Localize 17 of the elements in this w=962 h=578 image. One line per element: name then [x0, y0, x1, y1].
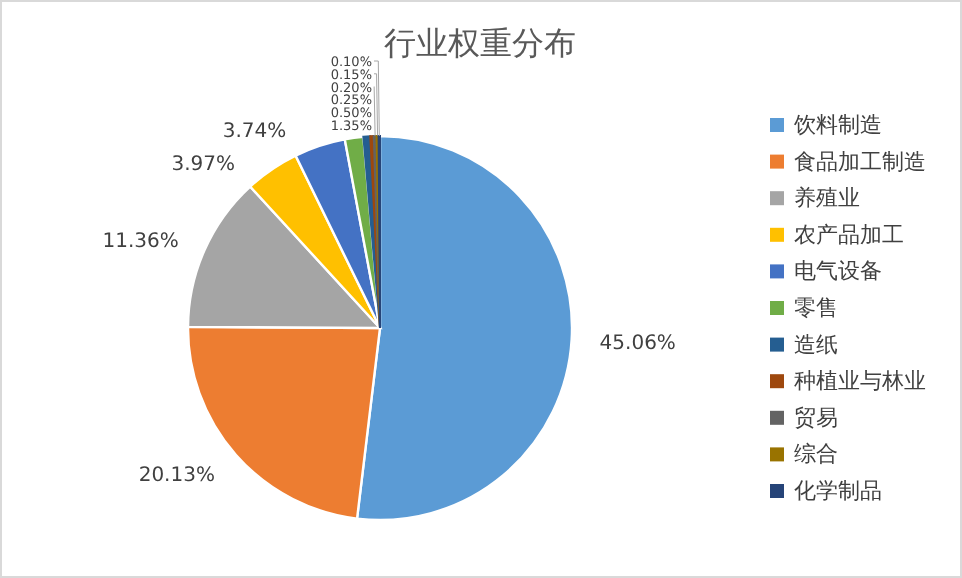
data-label: 3.97% — [171, 154, 236, 177]
data-label: 20.13% — [138, 465, 215, 488]
data-label: 45.06% — [599, 333, 676, 356]
legend-label: 食品加工制造 — [794, 148, 926, 175]
legend-label: 造纸 — [794, 331, 838, 358]
data-label: 11.36% — [102, 230, 179, 253]
legend-label: 电气设备 — [794, 258, 882, 285]
legend-label: 饮料制造 — [792, 112, 882, 138]
legend-label: 种植业与林业 — [794, 368, 926, 395]
legend-label: 农产品加工 — [794, 221, 904, 248]
legend-label: 综合 — [794, 441, 838, 468]
legend-label: 养殖业 — [794, 185, 860, 212]
legend-label: 零售 — [794, 295, 838, 321]
legend-label: 化学制品 — [794, 478, 882, 504]
chart-title: 行业权重分布 — [384, 24, 576, 62]
data-label: 3.74% — [222, 120, 287, 143]
legend-label: 贸易 — [794, 404, 838, 431]
